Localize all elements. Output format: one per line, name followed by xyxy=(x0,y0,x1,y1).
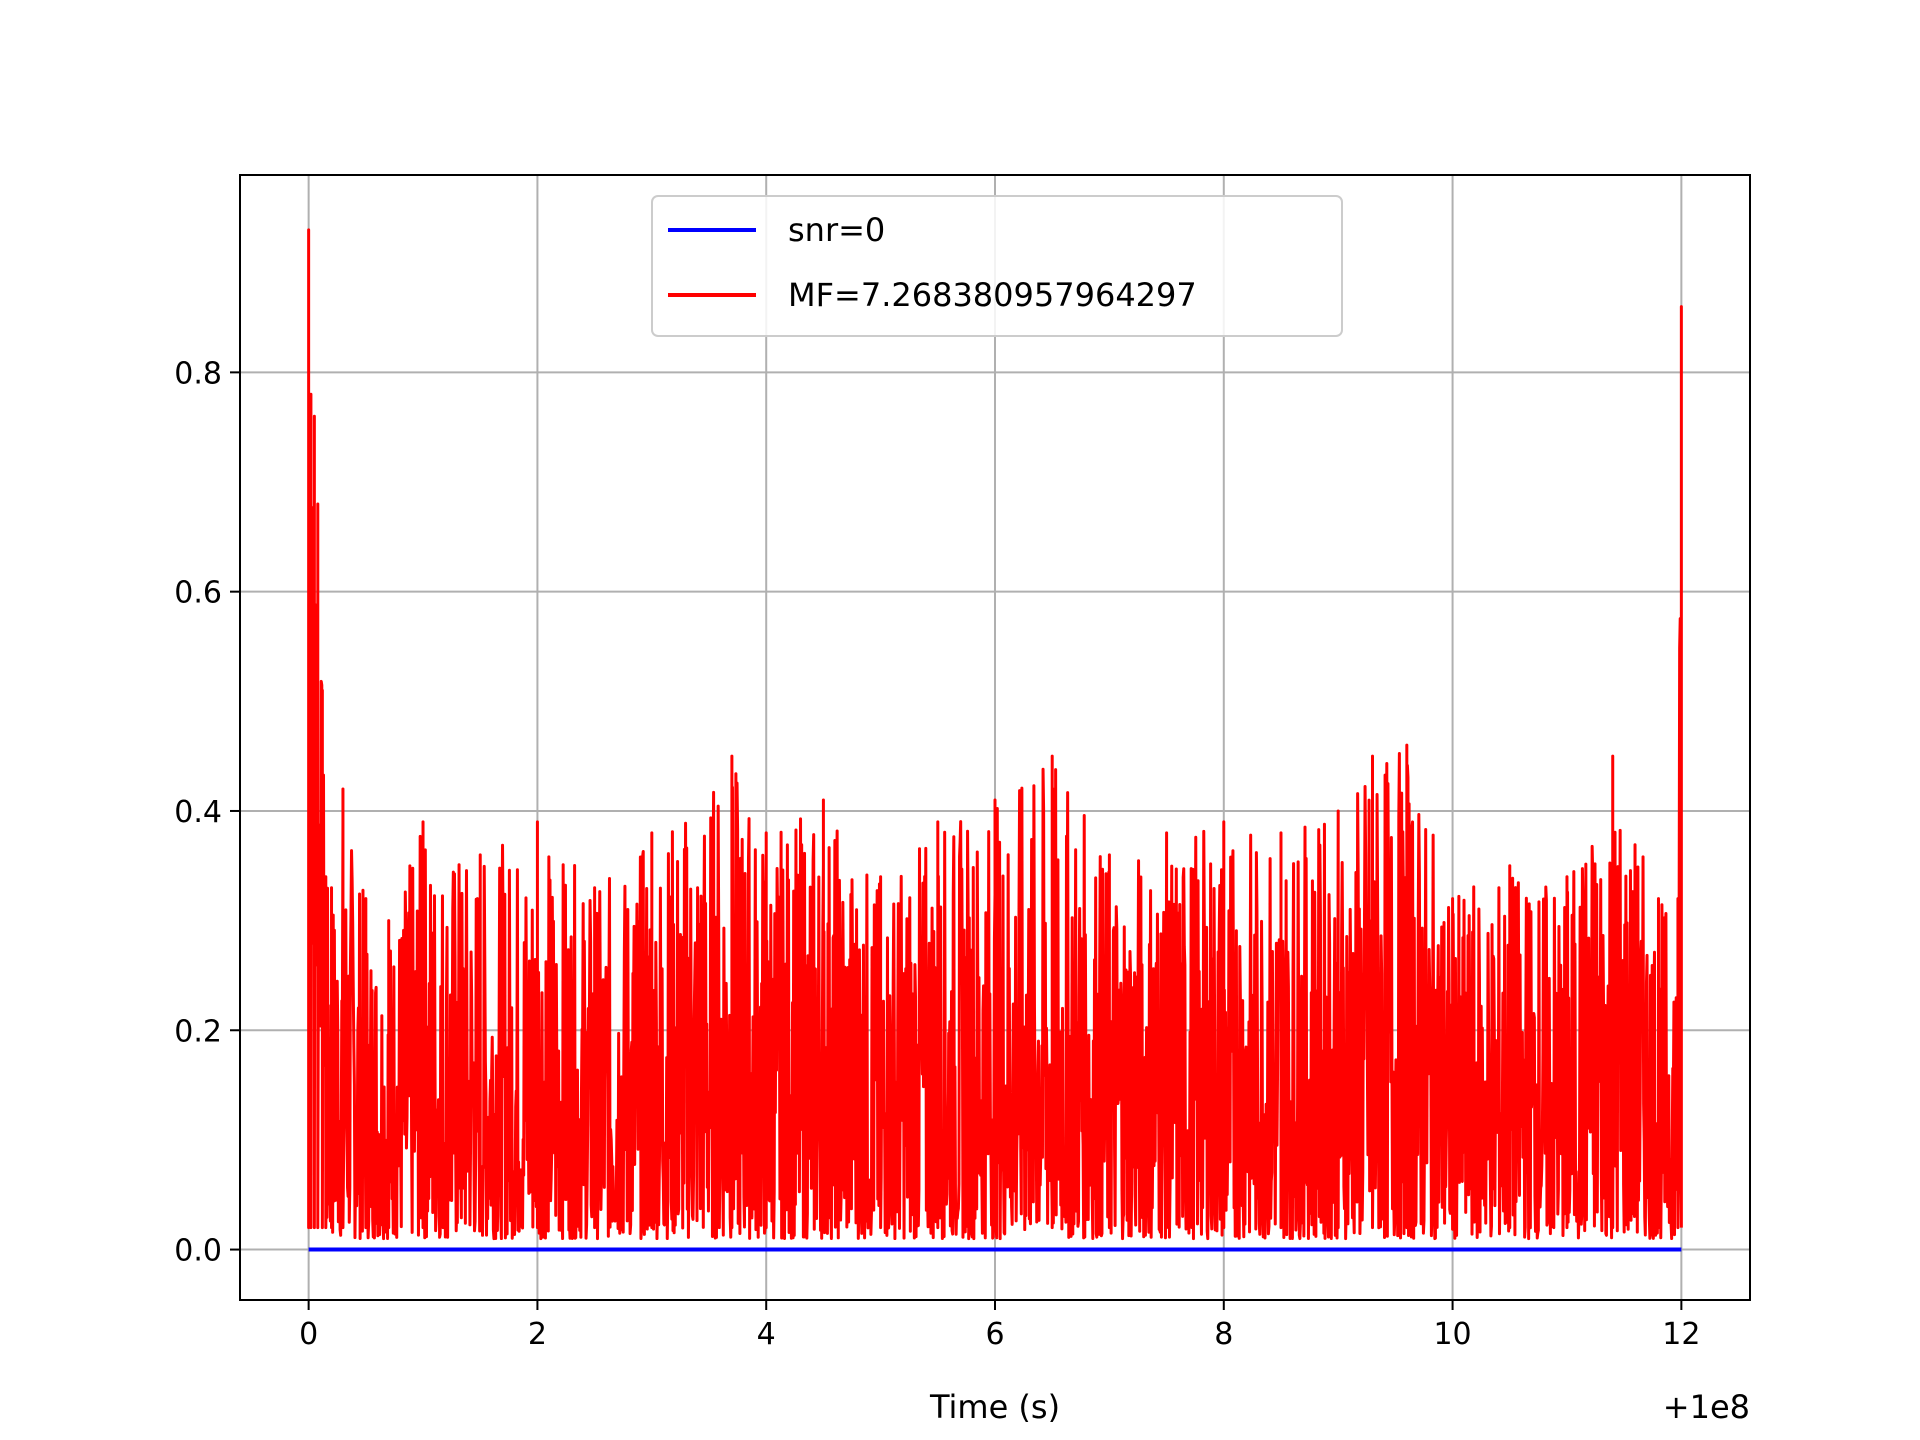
legend: snr=0 MF=7.268380957964297 xyxy=(651,195,1343,337)
y-tick-label: 0.6 xyxy=(174,576,222,611)
y-tick-label: 0.4 xyxy=(174,795,222,830)
y-tick-label: 0.8 xyxy=(174,356,222,391)
x-offset-text: +1e8 xyxy=(1663,1388,1750,1426)
x-tick-label: 12 xyxy=(1662,1317,1700,1352)
x-tick-label: 10 xyxy=(1433,1317,1471,1352)
x-axis-label: Time (s) xyxy=(929,1388,1060,1426)
x-tick-label: 8 xyxy=(1214,1317,1233,1352)
series-line-mf xyxy=(307,228,1683,1241)
y-tick-label: 0.2 xyxy=(174,1014,222,1049)
legend-label-snr: snr=0 xyxy=(788,211,885,249)
legend-frame xyxy=(651,195,1343,337)
y-tick-label: 0.0 xyxy=(174,1234,222,1269)
legend-label-mf: MF=7.268380957964297 xyxy=(788,276,1197,314)
ticks: 0 2 4 6 8 10 12 0.0 0.2 0.4 0.6 0.8 xyxy=(174,356,1700,1352)
x-tick-label: 2 xyxy=(528,1317,547,1352)
x-tick-label: 4 xyxy=(757,1317,776,1352)
x-tick-label: 6 xyxy=(985,1317,1004,1352)
series-layer xyxy=(307,228,1683,1252)
x-tick-label: 0 xyxy=(299,1317,318,1352)
